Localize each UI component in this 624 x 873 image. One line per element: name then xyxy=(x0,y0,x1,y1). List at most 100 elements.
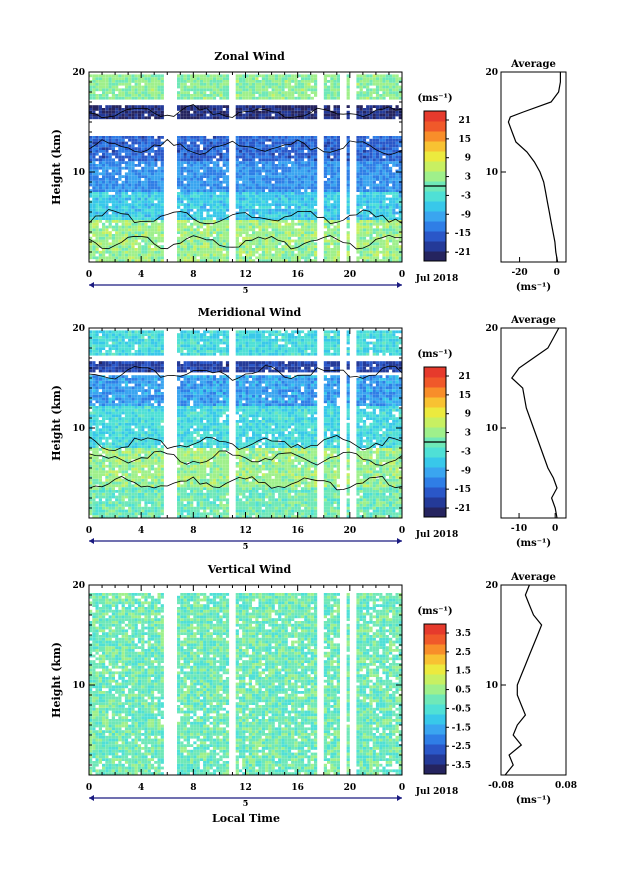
heatmap-cell xyxy=(92,515,96,518)
heatmap-cell xyxy=(203,80,207,83)
heatmap-cell xyxy=(180,189,184,192)
heatmap-cell xyxy=(366,189,370,192)
heatmap-cell xyxy=(160,96,164,100)
heatmap-cell xyxy=(356,152,360,156)
heatmap-cell xyxy=(369,141,373,145)
heatmap-cell xyxy=(206,259,210,262)
heatmap-cell xyxy=(177,164,181,167)
heatmap-cell xyxy=(281,192,285,195)
heatmap-cell xyxy=(92,175,96,178)
heatmap-cell xyxy=(95,150,99,153)
heatmap-cell xyxy=(92,431,96,434)
heatmap-cell xyxy=(180,192,184,195)
heatmap-cell xyxy=(366,136,370,139)
heatmap-cell xyxy=(372,211,376,215)
heatmap-cell xyxy=(248,253,252,257)
heatmap-cell xyxy=(95,459,99,462)
heatmap-cell xyxy=(389,208,393,212)
heatmap-cell xyxy=(98,141,102,145)
average-frame xyxy=(500,71,567,263)
heatmap-cell xyxy=(105,239,109,243)
heatmap-cell xyxy=(203,152,207,156)
heatmap-cell xyxy=(242,208,246,212)
heatmap-cell xyxy=(327,217,331,220)
heatmap-cell xyxy=(268,91,272,94)
heatmap-cell xyxy=(327,248,331,251)
heatmap-cell xyxy=(294,200,298,204)
heatmap-cell xyxy=(382,150,386,153)
heatmap-cell xyxy=(346,136,350,139)
heatmap-cell xyxy=(248,211,252,215)
heatmap-cell xyxy=(216,144,220,148)
heatmap-cell xyxy=(359,164,363,167)
heatmap-cell xyxy=(395,220,399,223)
heatmap-cell xyxy=(121,203,125,206)
heatmap-cell xyxy=(372,164,376,167)
heatmap-cell xyxy=(89,161,93,164)
heatmap-cell xyxy=(300,110,305,114)
heatmap-cell xyxy=(105,208,109,212)
heatmap-cell xyxy=(141,105,145,108)
heatmap-cell xyxy=(206,178,210,181)
heatmap-cell xyxy=(392,85,396,89)
heatmap-cell xyxy=(281,172,285,176)
heatmap-cell xyxy=(183,116,187,120)
heatmap-cell xyxy=(128,194,132,198)
heatmap-cell xyxy=(219,94,223,97)
heatmap-cell xyxy=(177,180,181,184)
heatmap-cell xyxy=(261,82,265,86)
heatmap-cell xyxy=(196,222,200,226)
heatmap-cell xyxy=(291,161,295,164)
heatmap-cell xyxy=(141,175,145,178)
heatmap-cell xyxy=(177,239,181,243)
heatmap-cell xyxy=(258,245,262,248)
heatmap-cell xyxy=(330,166,334,170)
heatmap-cell xyxy=(395,105,399,108)
heatmap-cell xyxy=(300,225,305,229)
heatmap-cell xyxy=(359,113,363,117)
heatmap-cell xyxy=(180,147,184,150)
heatmap-cell xyxy=(284,239,288,243)
heatmap-cell xyxy=(203,169,207,173)
heatmap-cell xyxy=(356,172,360,176)
heatmap-cell xyxy=(108,248,112,251)
heatmap-cell xyxy=(369,82,373,86)
heatmap-cell xyxy=(327,158,331,162)
heatmap-cell xyxy=(255,155,259,159)
heatmap-cell xyxy=(124,85,129,89)
heatmap-cell xyxy=(327,74,331,78)
heatmap-cell xyxy=(287,178,292,181)
heatmap-cell xyxy=(242,105,246,108)
heatmap-cell xyxy=(190,82,194,86)
heatmap-cell xyxy=(203,85,207,89)
heatmap-cell xyxy=(193,220,197,223)
heatmap-cell xyxy=(212,253,217,257)
heatmap-cell xyxy=(95,487,99,490)
heatmap-cell xyxy=(395,245,399,248)
heatmap-cell xyxy=(261,77,265,80)
heatmap-cell xyxy=(193,242,197,246)
x-tick-label: 20 xyxy=(344,270,357,280)
heatmap-cell xyxy=(375,150,380,153)
heatmap-cell xyxy=(385,217,389,220)
heatmap-cell xyxy=(154,242,158,246)
heatmap-cell xyxy=(128,197,132,201)
heatmap-cell xyxy=(199,248,204,251)
heatmap-cell xyxy=(216,116,220,120)
heatmap-cell xyxy=(307,150,311,153)
heatmap-cell xyxy=(108,180,112,184)
heatmap-cell xyxy=(180,200,184,204)
heatmap-cell xyxy=(346,239,350,243)
heatmap-cell xyxy=(150,74,155,78)
heatmap-cell xyxy=(291,239,295,243)
heatmap-cell xyxy=(177,194,181,198)
heatmap-cell xyxy=(278,236,282,240)
heatmap-cell xyxy=(212,214,217,218)
heatmap-cell xyxy=(160,231,164,234)
heatmap-cell xyxy=(327,256,331,260)
heatmap-cell xyxy=(274,175,278,178)
heatmap-cell xyxy=(239,138,243,142)
heatmap-cell xyxy=(108,113,112,117)
heatmap-cell xyxy=(274,94,278,97)
heatmap-cell xyxy=(108,222,112,226)
